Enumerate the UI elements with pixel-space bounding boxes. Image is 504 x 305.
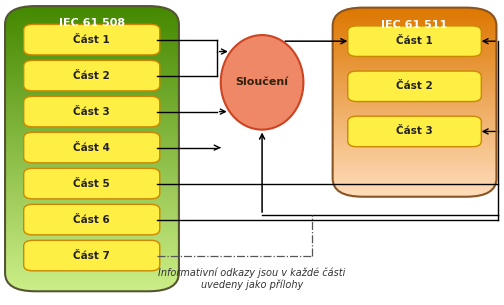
FancyBboxPatch shape: [348, 26, 481, 56]
Text: Část 1: Část 1: [74, 35, 110, 45]
FancyBboxPatch shape: [24, 96, 160, 127]
Text: Část 5: Část 5: [74, 179, 110, 188]
Text: Sloučení: Sloučení: [235, 77, 289, 87]
Text: Část 3: Část 3: [74, 107, 110, 117]
Ellipse shape: [221, 35, 303, 130]
FancyBboxPatch shape: [24, 24, 160, 55]
FancyBboxPatch shape: [24, 240, 160, 271]
Text: Část 4: Část 4: [73, 143, 110, 152]
Text: Informativní odkazy jsou v každé části
uvedeny jako přílohy: Informativní odkazy jsou v každé části u…: [158, 268, 346, 290]
Text: IEC 61 508: IEC 61 508: [59, 18, 125, 28]
Text: Část 1: Část 1: [396, 36, 433, 46]
FancyBboxPatch shape: [24, 168, 160, 199]
FancyBboxPatch shape: [24, 60, 160, 91]
FancyBboxPatch shape: [24, 204, 160, 235]
FancyBboxPatch shape: [348, 71, 481, 102]
Text: Část 2: Část 2: [396, 81, 433, 91]
Text: Část 6: Část 6: [74, 215, 110, 224]
FancyBboxPatch shape: [348, 116, 481, 147]
Text: Část 7: Část 7: [73, 251, 110, 260]
Text: IEC 61 511: IEC 61 511: [382, 20, 448, 30]
Text: Část 3: Část 3: [396, 127, 433, 136]
Text: Část 2: Část 2: [74, 71, 110, 81]
FancyBboxPatch shape: [24, 132, 160, 163]
